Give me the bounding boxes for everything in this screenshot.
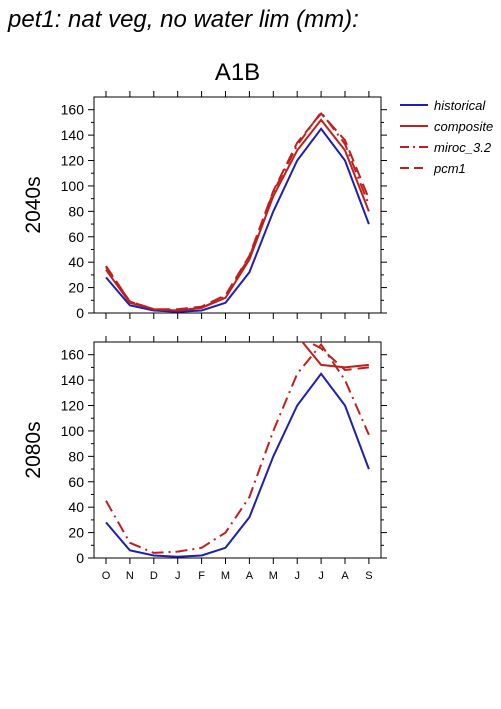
- x-tick-label: S: [365, 570, 372, 582]
- x-tick-label: F: [198, 570, 205, 582]
- panel-2080s: 0 20 40 60 80 100 120 140 160 O N D J F M A M J J A S 2080s: [22, 336, 387, 582]
- y-tick-label: 100: [61, 423, 85, 439]
- x-tick-label: J: [294, 570, 300, 582]
- y-tick-label: 0: [76, 305, 84, 321]
- legend-label: pcm1: [433, 161, 466, 176]
- legend-label: composite: [434, 119, 493, 134]
- legend-label: historical: [434, 98, 486, 113]
- y-tick-label: 100: [61, 178, 85, 194]
- series-line-historical: [105, 127, 370, 313]
- y-axis-label: 2040s: [22, 176, 45, 233]
- y-tick-label: 20: [68, 280, 84, 296]
- chart-legend: historical composite miroc_3.2 pcm1: [400, 98, 493, 176]
- panel-title: A1B: [215, 59, 260, 86]
- y-tick-label: 0: [76, 550, 84, 566]
- x-tick-label: D: [150, 570, 158, 582]
- panel-2040s: 0 20 40 60 80 100 120 140 160 A1B 2040s: [22, 59, 387, 321]
- series-line-composite: [301, 342, 370, 369]
- y-tick-label: 80: [68, 203, 84, 219]
- series-line-pcm1: [307, 342, 370, 372]
- plot-frame: [93, 341, 382, 559]
- page-title: pet1: nat veg, no water lim (mm):: [8, 6, 359, 33]
- series-line-miroc-3-2: [105, 110, 370, 312]
- y-tick-label: 60: [68, 474, 84, 490]
- x-tick-label: A: [341, 570, 349, 582]
- y-tick-label: 140: [61, 127, 85, 143]
- plot-frame: [93, 96, 382, 314]
- x-tick-label: A: [246, 570, 254, 582]
- y-tick-label: 60: [68, 229, 84, 245]
- x-tick-label: M: [221, 570, 230, 582]
- legend-label: miroc_3.2: [434, 140, 492, 155]
- y-tick-label: 140: [61, 372, 85, 388]
- y-tick-label: 120: [61, 153, 85, 169]
- y-tick-label: 40: [68, 254, 84, 270]
- x-tick-label: J: [175, 570, 181, 582]
- y-tick-label: 120: [61, 398, 85, 414]
- x-tick-label: N: [126, 570, 134, 582]
- series-line-historical: [105, 372, 370, 558]
- series-line-pcm1: [105, 111, 370, 311]
- y-tick-label: 160: [61, 347, 85, 363]
- x-tick-label: M: [269, 570, 278, 582]
- x-tick-label: O: [102, 570, 111, 582]
- x-tick-label: J: [318, 570, 324, 582]
- y-axis-label: 2080s: [22, 421, 45, 478]
- y-tick-label: 20: [68, 525, 84, 541]
- series-line-miroc-3-2: [105, 342, 370, 554]
- y-tick-label: 40: [68, 499, 84, 515]
- y-tick-label: 80: [68, 448, 84, 464]
- series-line-composite: [105, 118, 370, 312]
- y-tick-label: 160: [61, 102, 85, 118]
